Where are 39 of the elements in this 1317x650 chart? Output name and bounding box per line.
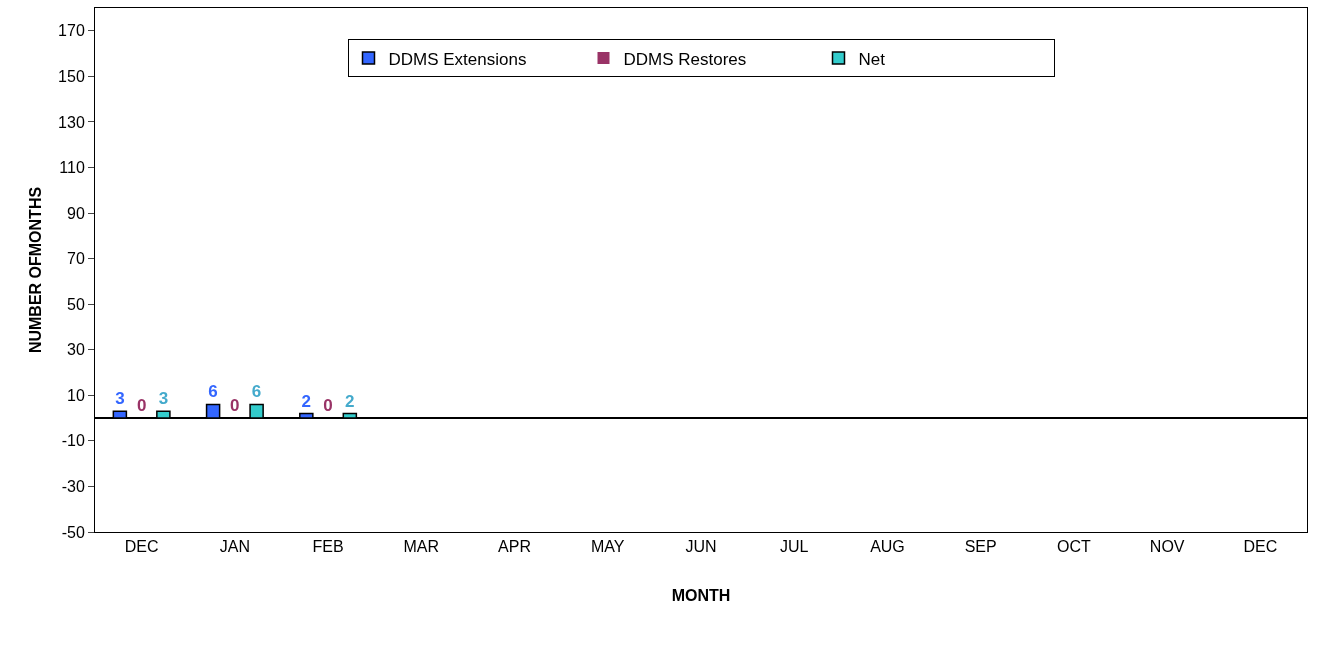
data-label: 6 <box>251 382 262 402</box>
y-tick-label: -50 <box>61 523 85 541</box>
x-tick-label: JAN <box>219 538 250 556</box>
x-tick-label: FEB <box>312 538 344 556</box>
x-tick-label: NOV <box>1149 538 1185 556</box>
x-tick-label: JUL <box>780 538 809 556</box>
x-tick-label: SEP <box>964 538 997 556</box>
y-tick-label: 130 <box>58 113 85 131</box>
x-tick-label: AUG <box>870 538 905 556</box>
y-tick-label: 110 <box>59 159 85 177</box>
data-label: 3 <box>115 389 125 409</box>
y-tick-label: 90 <box>67 204 85 222</box>
x-tick-label: MAY <box>591 538 625 556</box>
x-tick-label: DEC <box>124 538 159 556</box>
data-label: 0 <box>230 396 240 416</box>
y-tick-label: -30 <box>61 478 85 496</box>
data-label: 2 <box>345 391 355 411</box>
y-tick-label: 170 <box>58 22 85 40</box>
x-tick-label: OCT <box>1057 538 1092 556</box>
data-label: 0 <box>323 396 333 416</box>
x-tick-label: DEC <box>1243 538 1278 556</box>
legend-label: DDMS Restores <box>623 49 747 69</box>
data-label: 6 <box>208 382 218 402</box>
x-tick-label: MAR <box>403 538 440 556</box>
y-tick-label: 70 <box>67 250 85 268</box>
x-tick-label: APR <box>498 538 531 556</box>
y-tick-label: 150 <box>58 67 85 85</box>
y-axis-title: NUMBER OFMONTHS <box>27 186 44 354</box>
y-tick-label: 30 <box>67 341 85 359</box>
x-axis-title: MONTH <box>671 586 731 604</box>
data-label: 3 <box>158 389 169 409</box>
x-tick-label: JUN <box>685 538 717 556</box>
y-tick-label: 50 <box>67 295 85 313</box>
y-tick-label: 10 <box>67 386 85 404</box>
data-label: 2 <box>301 391 312 411</box>
legend-label: Net <box>858 49 886 69</box>
legend-label: DDMS Extensions <box>388 49 527 69</box>
y-tick-label: -10 <box>61 432 85 450</box>
data-label: 0 <box>136 396 147 416</box>
